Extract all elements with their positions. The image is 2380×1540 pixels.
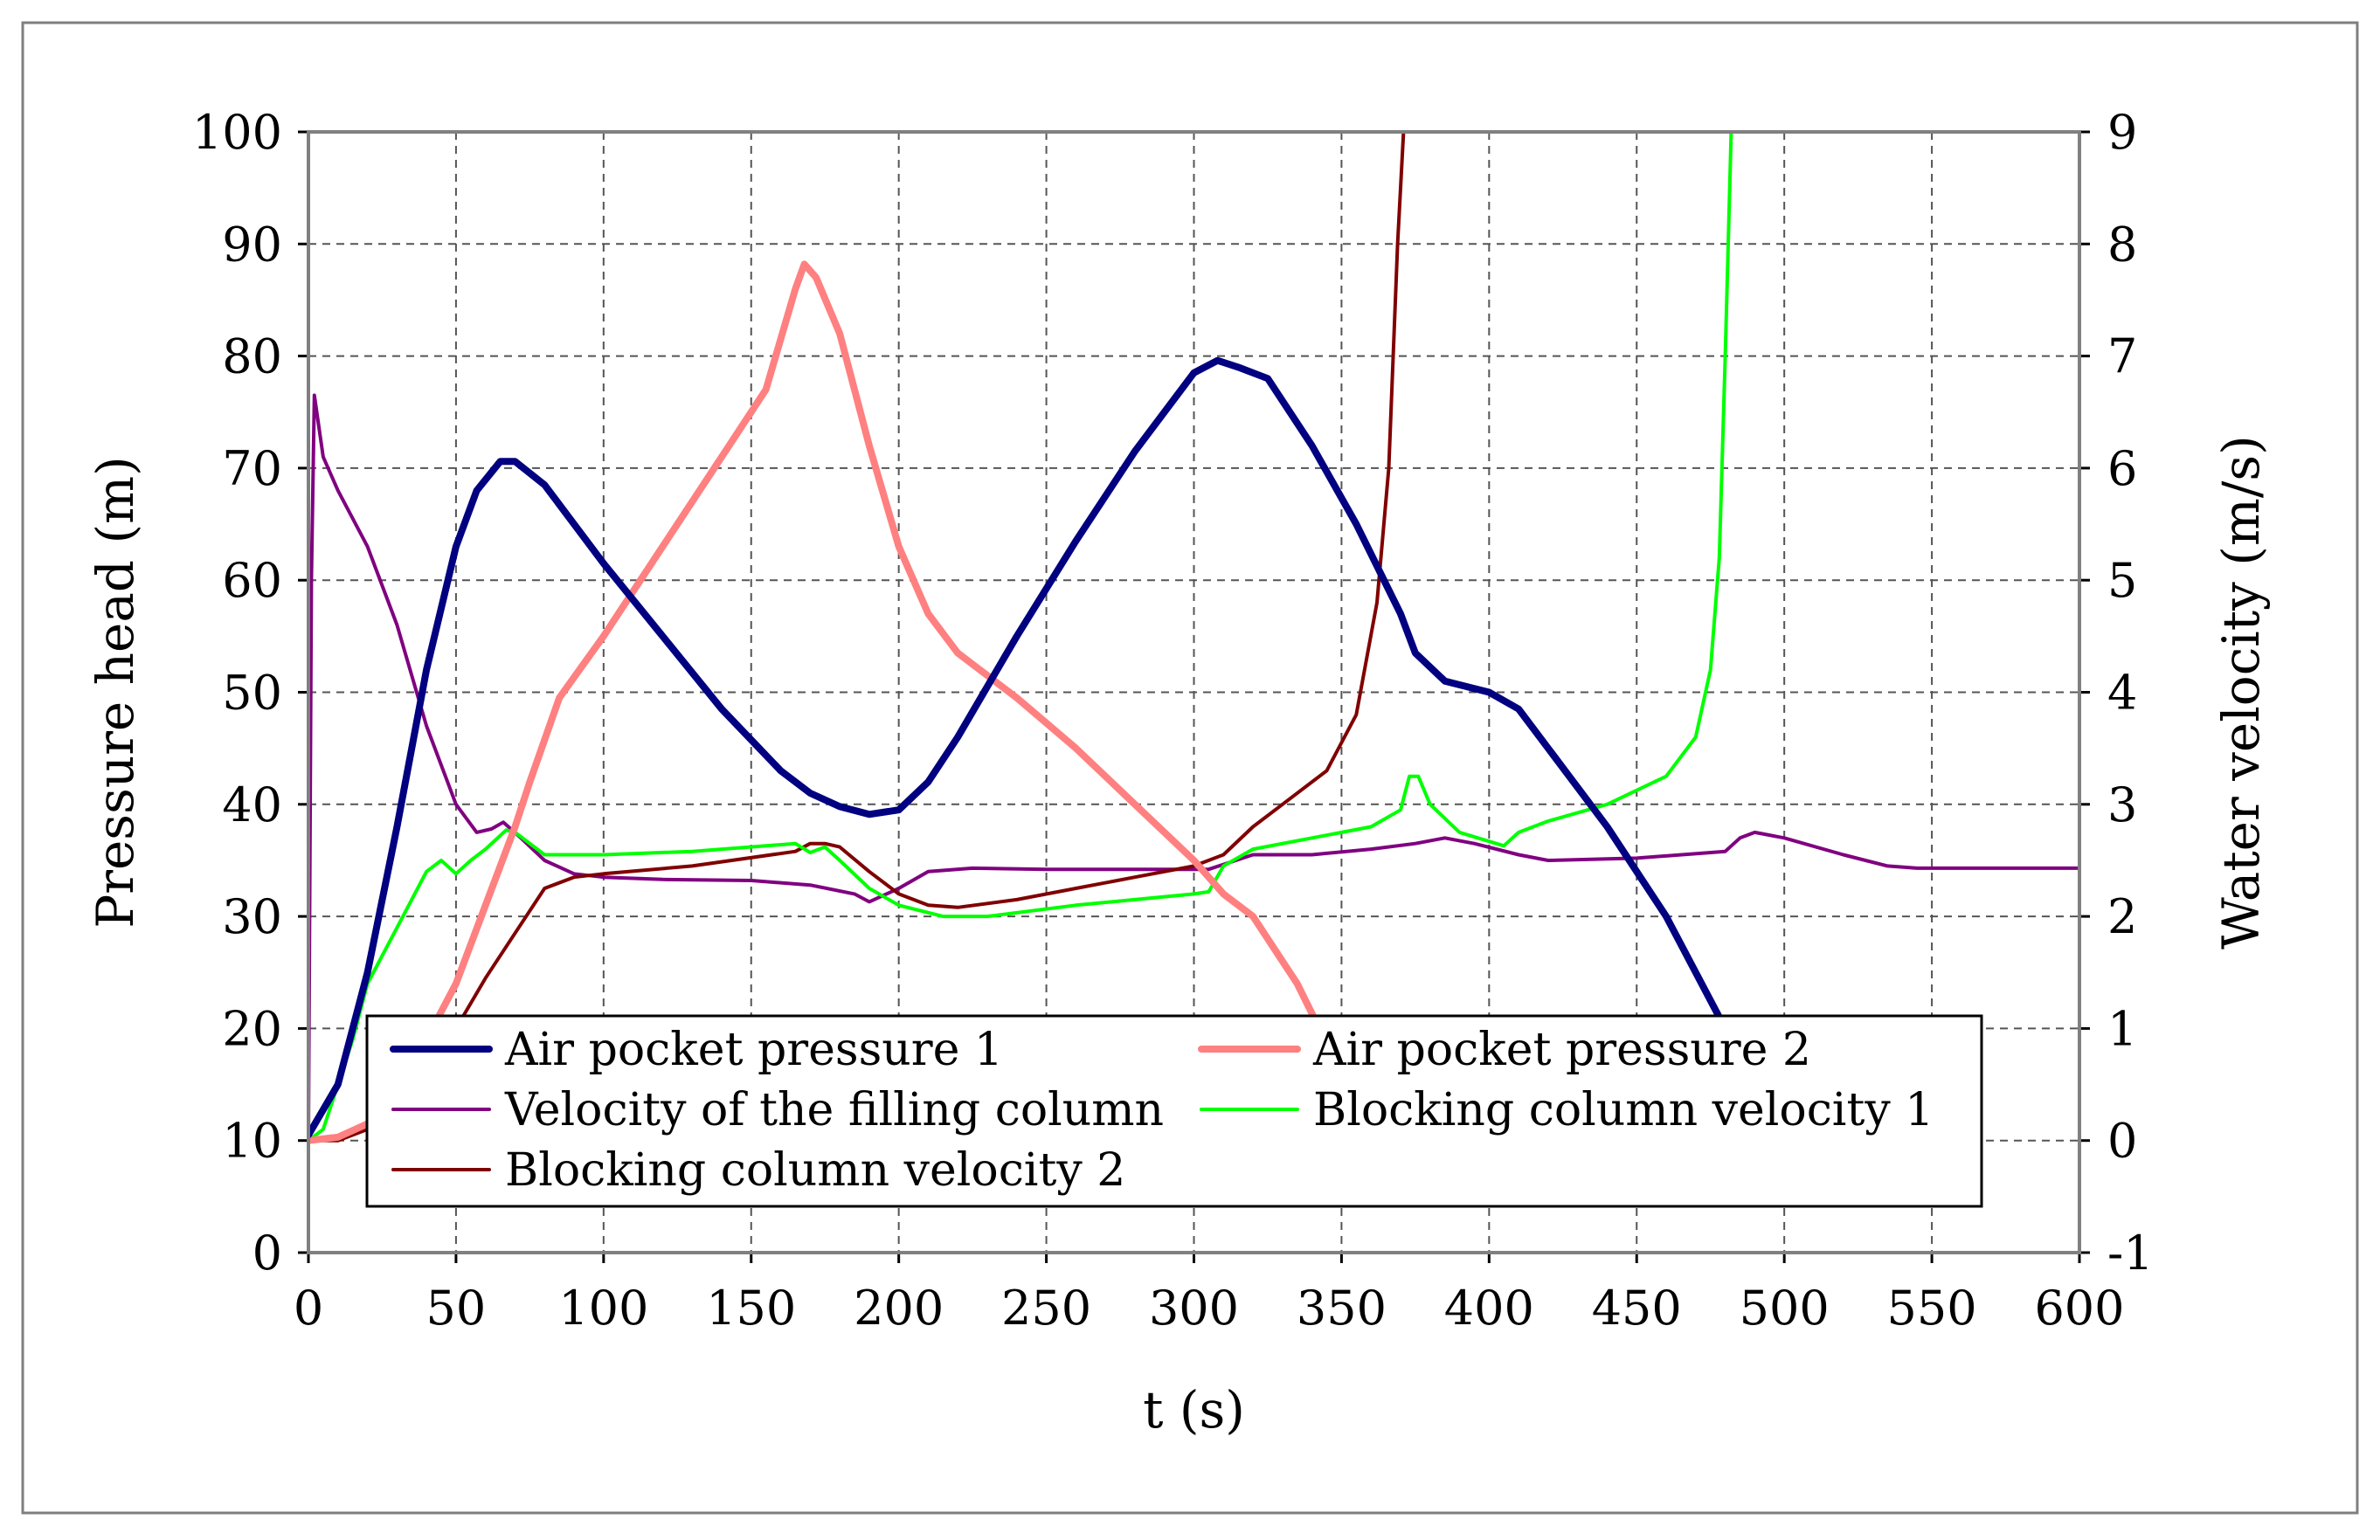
x-tick-label: 150 <box>706 1281 796 1336</box>
x-tick-label: 100 <box>558 1281 648 1336</box>
y-tick-label: 50 <box>222 666 282 721</box>
y2-tick-label: 8 <box>2107 217 2137 272</box>
x-tick-label: 500 <box>1740 1281 1830 1336</box>
legend-box <box>365 1014 1983 1208</box>
series-line-blocking-column-velocity-1 <box>308 132 1733 1143</box>
x-tick-label: 550 <box>1887 1281 1977 1336</box>
y2-tick-label: 1 <box>2107 1001 2137 1056</box>
y-axis-title: Pressure head (m) <box>86 456 145 929</box>
x-tick-label: 400 <box>1444 1281 1534 1336</box>
series-line-velocity-of-the-filling-column <box>308 393 2079 1143</box>
series-line-air-pocket-pressure-1 <box>308 356 1817 1144</box>
x-tick-label: 350 <box>1297 1281 1387 1336</box>
series-line-air-pocket-pressure-2 <box>308 260 1390 1156</box>
y2-tick-label: 7 <box>2107 329 2137 384</box>
y-tick-label: 70 <box>222 441 282 496</box>
x-tick-label: 250 <box>1001 1281 1091 1336</box>
y2-tick-label: 2 <box>2107 889 2137 944</box>
y-tick-label: 100 <box>192 105 282 160</box>
y-tick-label: 80 <box>222 329 282 384</box>
plot-border <box>307 130 2081 1254</box>
y2-tick-label: 6 <box>2107 441 2137 496</box>
legend-label: Blocking column velocity 1 <box>1313 1084 1934 1136</box>
x-tick-label: 600 <box>2034 1281 2124 1336</box>
x-tick-label: 300 <box>1149 1281 1239 1336</box>
axis-layer: 0 50 100 150 200 250 300 350 400 450 500 550 6000102… <box>192 105 2154 1336</box>
y2-tick-label: 3 <box>2107 777 2137 832</box>
legend-label: Blocking column velocity 2 <box>505 1144 1125 1197</box>
y2-axis-title: Water velocity (m/s) <box>2211 435 2271 950</box>
x-tick-label: 50 <box>426 1281 487 1336</box>
series-line-blocking-column-velocity-2 <box>308 132 1406 1143</box>
y-tick-label: 40 <box>222 777 282 832</box>
y-tick-label: 20 <box>222 1001 282 1056</box>
series-layer <box>308 132 2079 1156</box>
y-tick-label: 10 <box>222 1114 282 1169</box>
x-tick-label: 200 <box>854 1281 944 1336</box>
legend: Air pocket pressure 1 Air pocket pressure… <box>365 1014 1983 1208</box>
legend-label: Air pocket pressure 2 <box>1312 1024 1811 1076</box>
y-tick-label: 30 <box>222 889 282 944</box>
y2-tick-label: 4 <box>2107 666 2137 721</box>
x-axis-title: t (s) <box>1143 1380 1245 1440</box>
y2-tick-label: 5 <box>2107 553 2137 608</box>
y2-tick-label: -1 <box>2107 1226 2154 1281</box>
legend-label: Air pocket pressure 1 <box>504 1024 1003 1076</box>
x-tick-label: 0 <box>294 1281 323 1336</box>
y2-tick-label: 0 <box>2107 1114 2137 1169</box>
y-tick-label: 60 <box>222 553 282 608</box>
y2-tick-label: 9 <box>2107 105 2137 160</box>
legend-label: Velocity of the filling column <box>504 1084 1164 1136</box>
y-tick-label: 0 <box>253 1226 282 1281</box>
x-tick-label: 450 <box>1592 1281 1682 1336</box>
y-tick-label: 90 <box>222 217 282 272</box>
